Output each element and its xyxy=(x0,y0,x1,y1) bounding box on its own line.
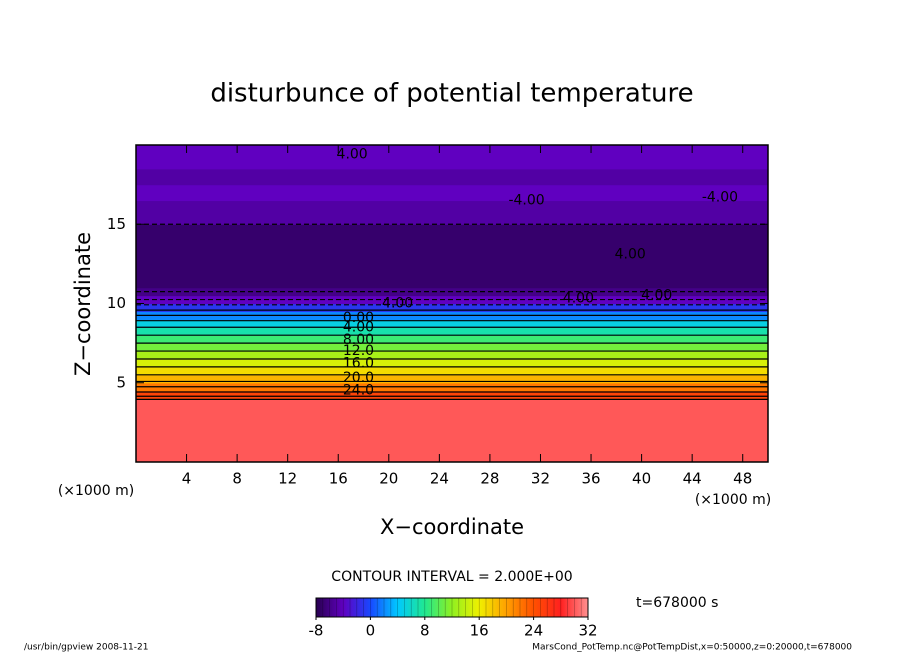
y-tick-label: 10 xyxy=(107,294,126,312)
colorbar-tick-label: 32 xyxy=(578,622,597,640)
y-tick-label: 5 xyxy=(116,373,126,391)
field-band xyxy=(136,430,768,439)
colorbar-tick-label: -8 xyxy=(309,622,324,640)
field-band xyxy=(136,319,768,328)
chart-title: disturbunce of potential temperature xyxy=(210,79,693,109)
x-tick-label: 4 xyxy=(182,470,192,488)
field-band xyxy=(136,271,768,281)
field-band xyxy=(136,160,768,170)
field-band xyxy=(136,438,768,447)
field-band xyxy=(136,192,768,202)
field-band xyxy=(136,255,768,265)
field-band xyxy=(136,145,768,154)
x-tick-label: 48 xyxy=(733,470,752,488)
x-tick-label: 8 xyxy=(232,470,242,488)
field-band xyxy=(136,224,768,233)
colorbar-tick-label: 16 xyxy=(470,622,489,640)
contour-label: -4.00 xyxy=(702,189,738,205)
colorbar-tick-label: 8 xyxy=(420,622,430,640)
y-unit: (×1000 m) xyxy=(695,492,771,508)
field xyxy=(136,145,768,462)
x-tick-label: 32 xyxy=(531,470,550,488)
field-band xyxy=(136,390,768,400)
contour-interval: CONTOUR INTERVAL = 2.000E+00 xyxy=(331,569,572,585)
field-band xyxy=(136,351,768,360)
field-band xyxy=(136,240,768,249)
field-band xyxy=(136,398,768,408)
field-band xyxy=(136,303,768,313)
x-tick-label: 24 xyxy=(430,470,449,488)
field-band xyxy=(136,406,768,416)
field-band xyxy=(136,184,768,194)
field-band xyxy=(136,414,768,423)
x-axis-label: X−coordinate xyxy=(380,515,524,539)
field-band xyxy=(136,374,768,384)
colorbar-tick-label: 24 xyxy=(524,622,543,640)
field-band xyxy=(136,168,768,178)
contour-label: 4.00 xyxy=(337,147,368,163)
field-band xyxy=(136,232,768,241)
field-band xyxy=(136,248,768,257)
contour-label: 16.0 xyxy=(343,356,374,372)
contour-label: 12.0 xyxy=(343,343,374,359)
field-band xyxy=(136,454,768,462)
field-band xyxy=(136,358,768,368)
field-band xyxy=(136,176,768,186)
contour-label: 4.00 xyxy=(382,296,413,312)
field-band xyxy=(136,327,768,336)
footer-right: MarsCond_PotTemp.nc@PotTempDist,x=0:5000… xyxy=(532,643,852,653)
contour-label: 8.00 xyxy=(343,332,374,348)
x-tick-label: 28 xyxy=(480,470,499,488)
x-tick-label: 44 xyxy=(683,470,702,488)
field-band xyxy=(136,422,768,431)
x-unit: (×1000 m) xyxy=(58,483,134,499)
contour-label: 0.00 xyxy=(343,310,374,326)
contour-label: -4.00 xyxy=(508,192,544,208)
field-band xyxy=(136,263,768,273)
x-tick-label: 20 xyxy=(379,470,398,488)
colorbar-tick-label: 0 xyxy=(366,622,376,640)
field-band xyxy=(136,208,768,217)
contour-label: 20.0 xyxy=(343,370,374,386)
field-band xyxy=(136,152,768,162)
field-band xyxy=(136,279,768,289)
field-band xyxy=(136,343,768,352)
contour-label: 4.00 xyxy=(343,319,374,335)
field-band xyxy=(136,335,768,344)
y-axis-label: Z−coordinate xyxy=(71,232,95,376)
field-band xyxy=(136,200,768,209)
field-band xyxy=(136,216,768,225)
footer-left: /usr/bin/gpview 2008-11-21 xyxy=(24,643,148,653)
contour-label: 4.00 xyxy=(563,291,594,307)
field-band xyxy=(136,446,768,455)
contour-label: 4.00 xyxy=(641,288,672,304)
contour-label: 4.00 xyxy=(615,246,646,262)
contour-label: 24.0 xyxy=(343,383,374,399)
x-tick-label: 36 xyxy=(581,470,600,488)
x-tick-label: 40 xyxy=(632,470,651,488)
time-label: t=678000 s xyxy=(636,595,718,611)
x-tick-label: 16 xyxy=(329,470,348,488)
y-tick-label: 15 xyxy=(107,215,126,233)
colorbar xyxy=(315,597,589,618)
x-tick-label: 12 xyxy=(278,470,297,488)
field-band xyxy=(136,366,768,376)
